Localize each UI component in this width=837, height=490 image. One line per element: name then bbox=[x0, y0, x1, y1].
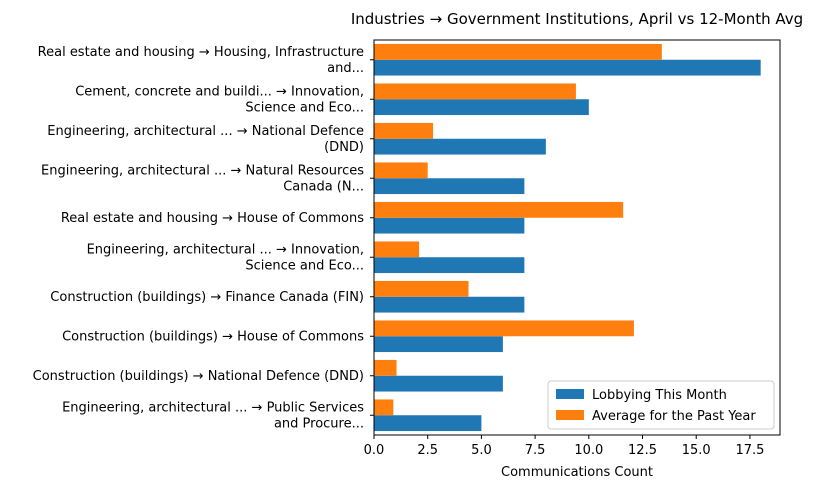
legend-label: Lobbying This Month bbox=[592, 388, 727, 403]
bar-this-month-0 bbox=[374, 59, 761, 76]
y-tick-label: Cement, concrete and buildi... → Innovat… bbox=[75, 84, 364, 115]
plot-frame bbox=[373, 39, 781, 436]
y-tick-label: Engineering, architectural ... → Nationa… bbox=[47, 124, 364, 155]
plot-area: 0.0 2.5 5.0 7.5 10.0 12.5 15.0 17.5 Real estate … bbox=[33, 39, 781, 458]
legend-label: Average for the Past Year bbox=[592, 409, 756, 424]
bar-this-month-2 bbox=[374, 138, 546, 155]
bar-this-month-6 bbox=[374, 296, 525, 313]
bar-this-month-1 bbox=[374, 99, 589, 116]
x-tick-label: 12.5 bbox=[628, 443, 657, 458]
y-tick-label: Construction (buildings) → Finance Canad… bbox=[50, 290, 364, 305]
bar-this-month-7 bbox=[374, 336, 503, 353]
y-tick-label: Construction (buildings) → National Defe… bbox=[33, 369, 364, 384]
bar-past-year-avg-9 bbox=[374, 399, 394, 416]
x-tick-label: 17.5 bbox=[735, 443, 764, 458]
y-tick-label: Construction (buildings) → House of Comm… bbox=[62, 329, 364, 344]
y-tick-label: Engineering, architectural ... → Natural… bbox=[41, 163, 364, 194]
chart-title: Industries → Government Institutions, Ap… bbox=[351, 10, 803, 28]
bar-past-year-avg-7 bbox=[374, 320, 634, 337]
legend-swatch bbox=[556, 389, 584, 399]
bar-past-year-avg-4 bbox=[374, 201, 624, 218]
y-tick-label: Real estate and housing → Housing, Infra… bbox=[38, 45, 364, 76]
bar-this-month-3 bbox=[374, 178, 525, 195]
x-tick-label: 7.5 bbox=[525, 443, 546, 458]
y-tick-label: Real estate and housing → House of Commo… bbox=[61, 211, 364, 226]
bar-this-month-9 bbox=[374, 415, 482, 432]
bar-this-month-5 bbox=[374, 257, 525, 274]
x-tick-label: 5.0 bbox=[471, 443, 492, 458]
legend-box bbox=[547, 380, 775, 430]
legend-swatch bbox=[556, 410, 584, 420]
bar-past-year-avg-8 bbox=[374, 359, 397, 376]
bar-past-year-avg-2 bbox=[374, 122, 434, 139]
y-tick-label: Engineering, architectural ... → Public … bbox=[62, 400, 364, 431]
bar-this-month-8 bbox=[374, 375, 503, 392]
bar-past-year-avg-0 bbox=[374, 43, 662, 60]
bar-this-month-4 bbox=[374, 217, 525, 234]
x-tick-label: 10.0 bbox=[574, 443, 603, 458]
y-tick-label: Engineering, architectural ... → Innovat… bbox=[87, 242, 364, 273]
x-axis-label: Communications Count bbox=[501, 465, 653, 480]
bar-past-year-avg-1 bbox=[374, 83, 576, 100]
bar-past-year-avg-3 bbox=[374, 162, 428, 179]
bar-past-year-avg-5 bbox=[374, 241, 420, 258]
legend: Lobbying This Month Average for the Past … bbox=[547, 380, 775, 430]
x-tick-label: 15.0 bbox=[682, 443, 711, 458]
x-tick-label: 2.5 bbox=[417, 443, 438, 458]
x-tick-label: 0.0 bbox=[364, 443, 385, 458]
bar-past-year-avg-6 bbox=[374, 280, 469, 297]
